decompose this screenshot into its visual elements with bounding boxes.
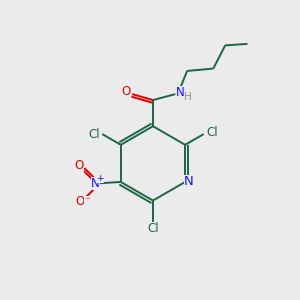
Text: H: H: [184, 92, 192, 101]
Text: Cl: Cl: [206, 126, 218, 139]
Text: N: N: [91, 177, 100, 190]
Text: Cl: Cl: [88, 128, 100, 141]
Text: N: N: [176, 86, 184, 99]
Text: +: +: [96, 174, 104, 183]
Text: O: O: [76, 195, 85, 208]
Text: N: N: [184, 176, 194, 188]
Text: Cl: Cl: [148, 222, 159, 235]
Text: O: O: [74, 158, 83, 172]
Text: ⁻: ⁻: [85, 196, 90, 206]
Text: O: O: [122, 85, 131, 98]
